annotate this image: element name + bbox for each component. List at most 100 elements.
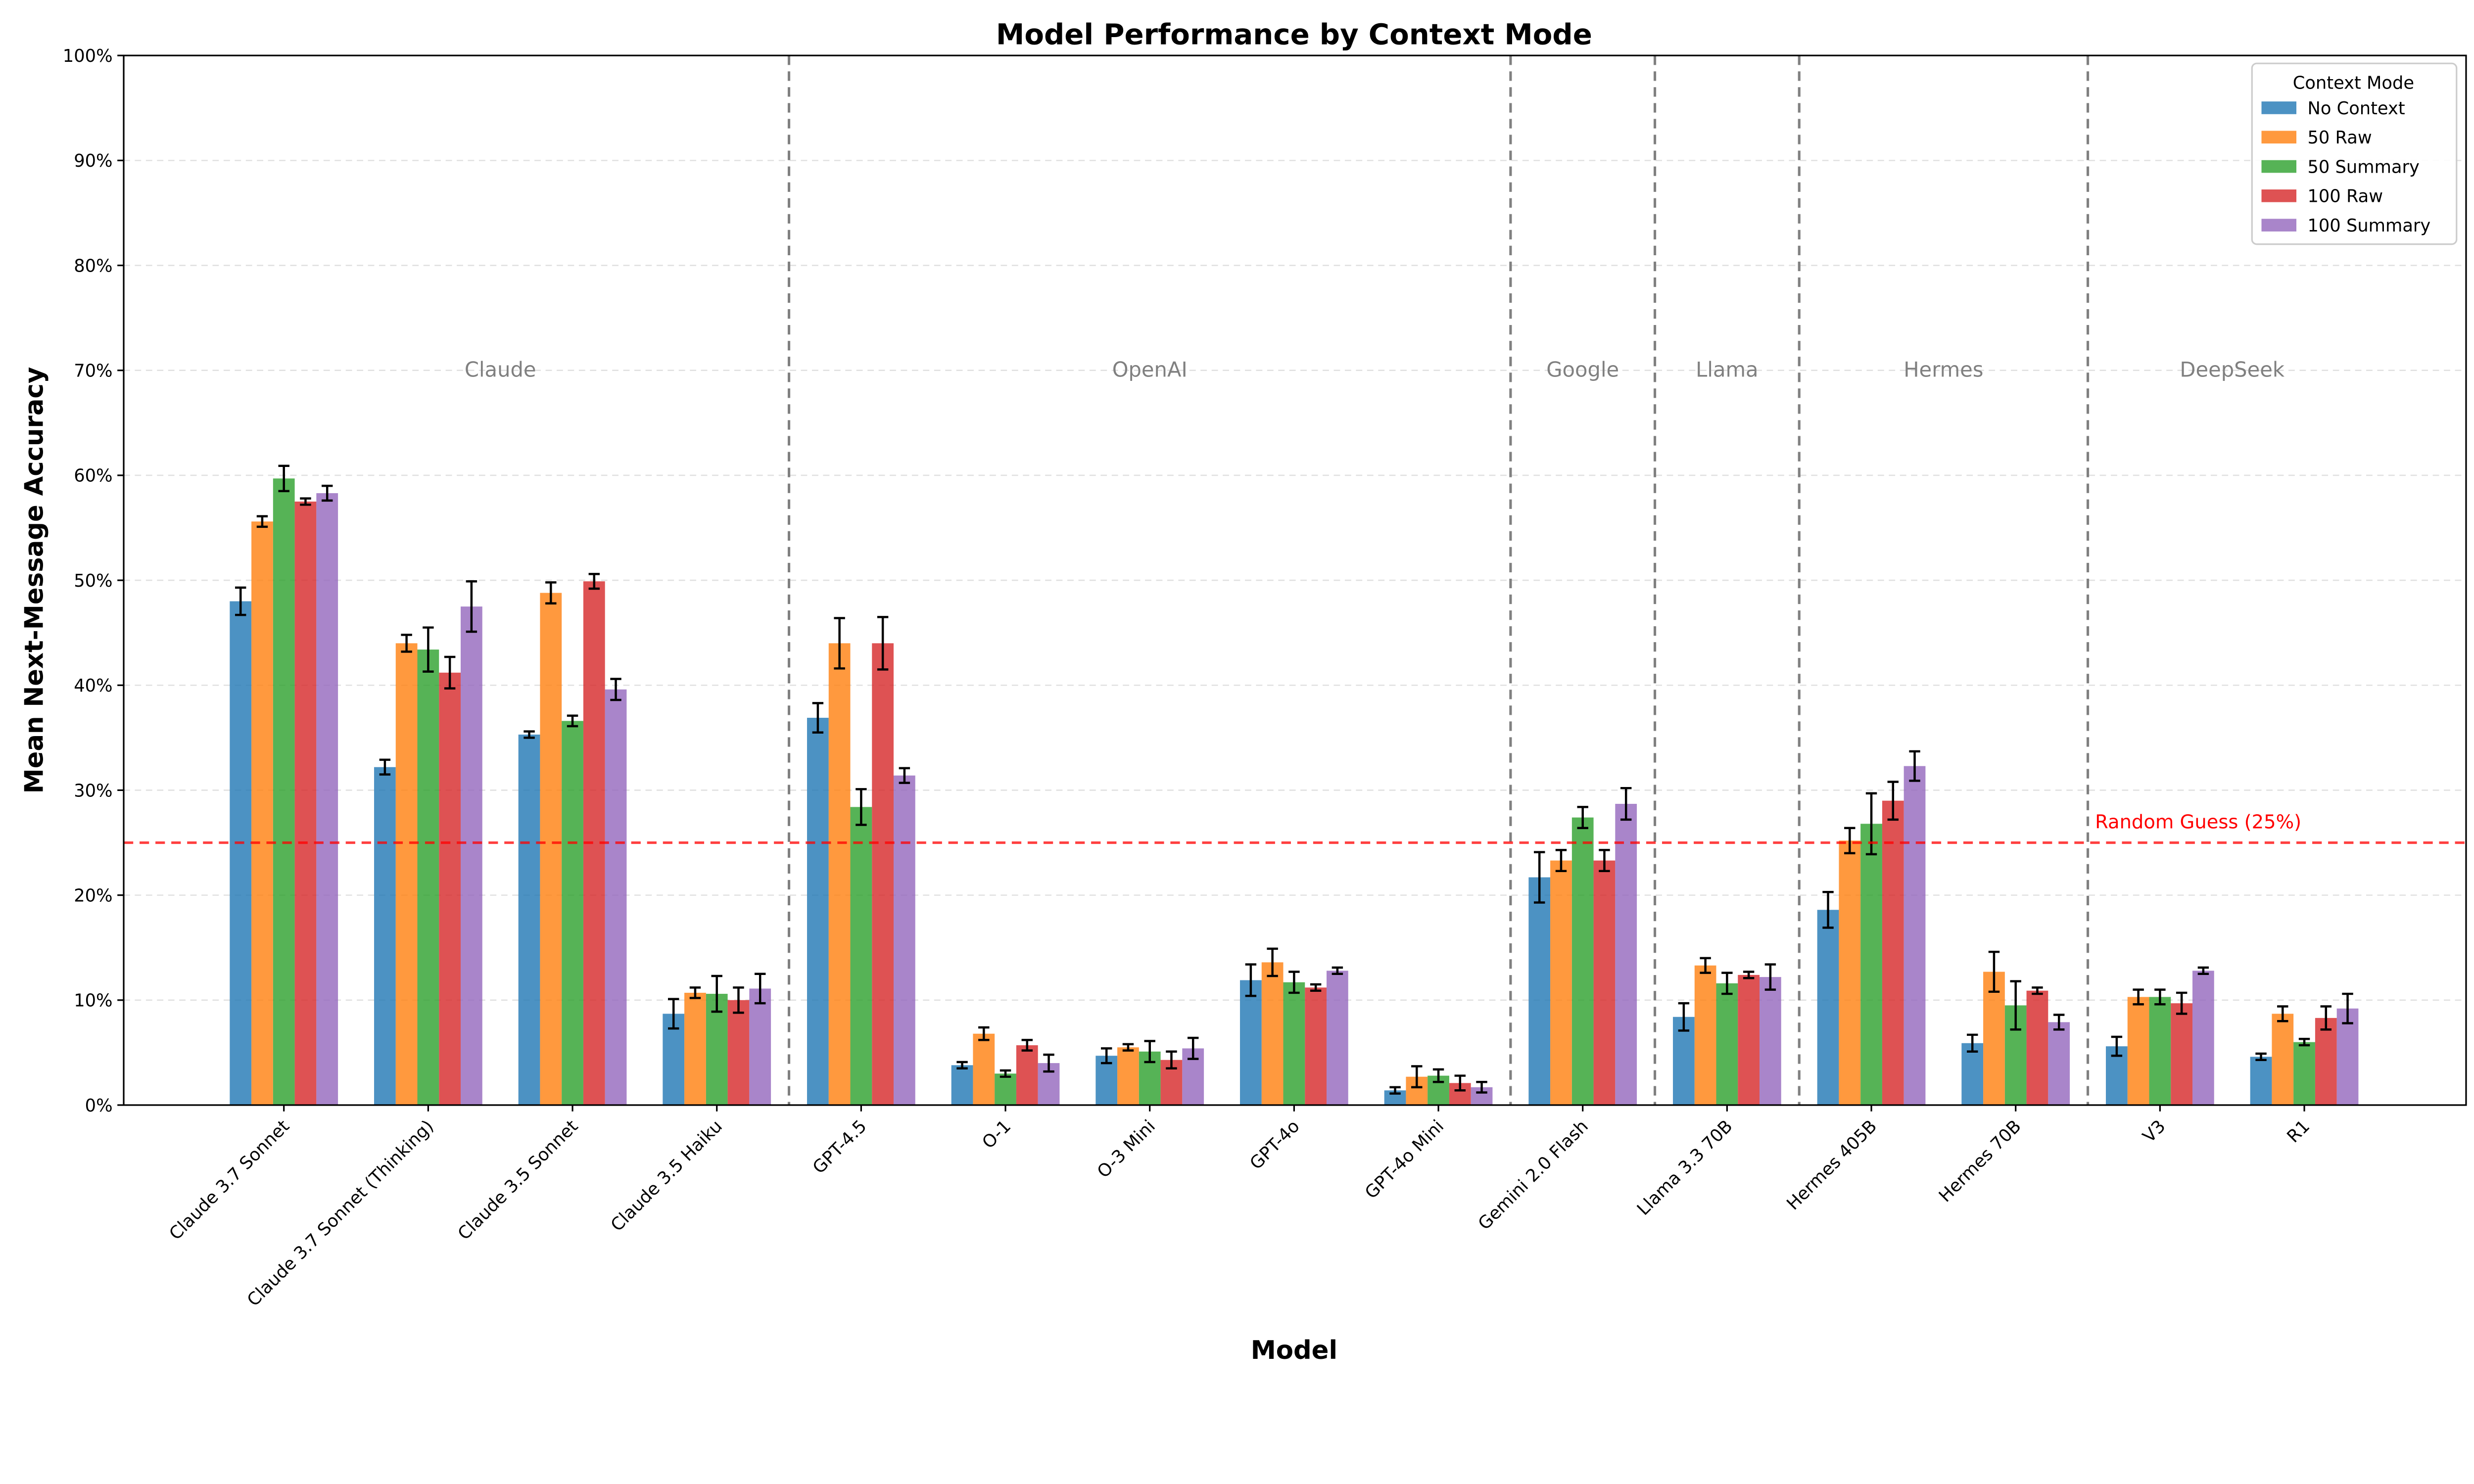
bar — [1016, 1045, 1038, 1105]
bar — [2315, 1018, 2337, 1105]
bar — [562, 721, 583, 1105]
bar — [1738, 974, 1760, 1105]
y-tick-label: 70% — [74, 361, 112, 381]
group-label: Llama — [1696, 358, 1758, 382]
bar — [395, 643, 418, 1105]
bar — [1860, 824, 1882, 1105]
legend-title: Context Mode — [2293, 73, 2414, 93]
y-tick-label: 50% — [74, 571, 112, 591]
y-tick-label: 30% — [74, 781, 112, 801]
bar — [439, 672, 461, 1105]
bar — [1327, 971, 1348, 1105]
bar — [1550, 860, 1572, 1105]
group-label: OpenAI — [1112, 358, 1188, 382]
bar — [1903, 766, 1926, 1105]
bar — [2272, 1014, 2294, 1105]
bar — [973, 1033, 995, 1105]
group-label: Hermes — [1903, 358, 1983, 382]
legend-swatch — [2261, 101, 2297, 114]
bar — [951, 1065, 973, 1105]
bar — [1283, 982, 1305, 1105]
bar — [995, 1073, 1016, 1105]
legend-swatch — [2261, 219, 2297, 232]
group-labels: Claude OpenAI Google Llama Hermes DeepSeek — [465, 358, 2284, 382]
grid — [124, 160, 2466, 1001]
y-axis-label: Mean Next-Message Accuracy — [20, 367, 49, 794]
random-guess-label: Random Guess (25%) — [2095, 811, 2301, 834]
bar — [1983, 972, 2005, 1105]
bar — [684, 992, 706, 1105]
bar — [461, 606, 482, 1105]
bar — [251, 521, 273, 1105]
bar — [727, 1000, 750, 1105]
bar — [518, 734, 540, 1105]
bar — [850, 807, 872, 1105]
legend-entry: 50 Summary — [2307, 157, 2419, 177]
bar — [2149, 997, 2171, 1105]
y-tick-label: 80% — [74, 256, 112, 276]
bar — [417, 649, 439, 1105]
legend: Context Mode No Context 50 Raw 50 Summary 10… — [2251, 62, 2458, 245]
bar — [2250, 1057, 2272, 1105]
bar — [894, 775, 915, 1105]
bar — [1694, 965, 1716, 1105]
x-axis-label: Model — [1251, 1336, 1337, 1365]
bar — [2192, 971, 2214, 1105]
y-tick-label: 90% — [74, 151, 112, 171]
bar — [1305, 987, 1327, 1105]
bar — [230, 601, 252, 1105]
bar — [540, 593, 562, 1105]
bar — [1817, 910, 1839, 1105]
bar — [1961, 1043, 1984, 1105]
bar — [1615, 804, 1637, 1105]
bar — [1571, 817, 1594, 1105]
bar — [1593, 860, 1616, 1105]
bar — [1760, 977, 1781, 1105]
bar — [807, 718, 829, 1105]
bar — [605, 689, 627, 1105]
legend-entry: 100 Raw — [2307, 186, 2383, 207]
error-bars — [235, 464, 2353, 1095]
bar — [2336, 1008, 2359, 1105]
bar — [1117, 1047, 1139, 1105]
bar — [294, 501, 317, 1105]
bar — [1882, 800, 1904, 1105]
bar — [749, 988, 771, 1105]
bar — [1261, 962, 1284, 1105]
bar — [828, 643, 851, 1105]
bar — [2171, 1003, 2193, 1105]
bar — [1528, 877, 1551, 1105]
bar — [1240, 980, 1262, 1105]
y-tick-label: 60% — [74, 466, 112, 486]
bar — [2127, 997, 2149, 1105]
y-axis: 0% 10% 20% 30% 40% 50% 60% 70% 80% 90% 100% — [63, 46, 124, 1116]
bar — [872, 643, 894, 1105]
legend-entry: No Context — [2307, 98, 2405, 119]
legend-entry: 50 Raw — [2307, 128, 2372, 148]
bar — [1716, 983, 1738, 1105]
bar-chart: Model Performance by Context Mode Random… — [19, 17, 2467, 1365]
group-label: Claude — [465, 358, 536, 382]
y-tick-label: 10% — [74, 991, 112, 1011]
bar — [374, 767, 396, 1105]
y-tick-label: 100% — [63, 46, 113, 66]
bar — [273, 478, 295, 1105]
y-tick-label: 40% — [74, 676, 112, 696]
group-separators — [787, 55, 2090, 1105]
legend-entry: 100 Summary — [2307, 216, 2430, 236]
bar — [316, 493, 338, 1105]
legend-box — [2251, 62, 2458, 245]
group-label: DeepSeek — [2180, 358, 2284, 382]
chart-title: Model Performance by Context Mode — [996, 18, 1592, 51]
y-tick-label: 20% — [74, 885, 112, 906]
legend-swatch — [2261, 189, 2297, 202]
legend-swatch — [2261, 160, 2297, 173]
group-label: Google — [1546, 358, 1619, 382]
bar — [2293, 1042, 2315, 1105]
legend-swatch — [2261, 131, 2297, 144]
reference-line: Random Guess (25%) — [124, 811, 2466, 844]
bar — [2026, 990, 2048, 1105]
bar — [1839, 840, 1861, 1105]
y-tick-label: 0% — [85, 1096, 113, 1116]
bar — [2048, 1022, 2070, 1105]
